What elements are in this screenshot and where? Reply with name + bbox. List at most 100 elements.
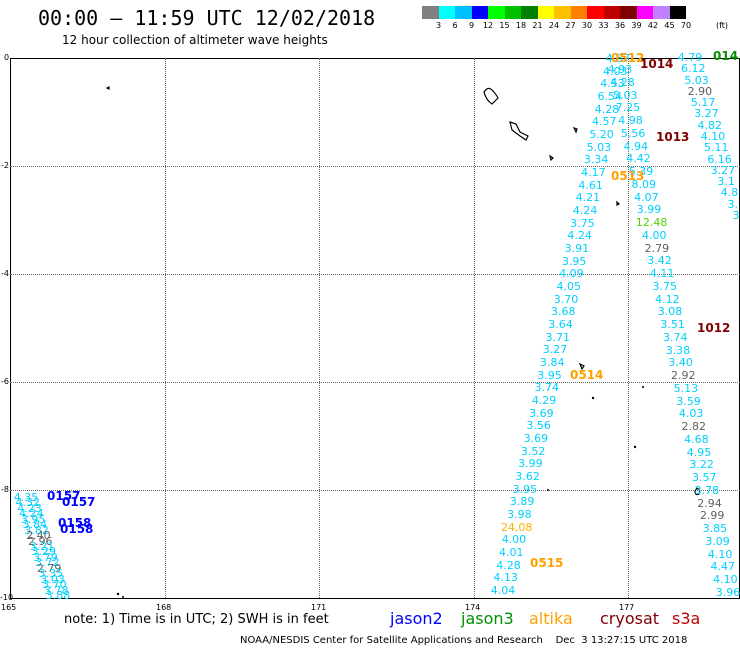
legend-swatch <box>587 6 604 19</box>
island-shape <box>105 86 110 90</box>
track-a-value: 4.28 <box>496 558 521 572</box>
track-b-value: 3.78 <box>694 483 720 497</box>
pass-time-label: 0514 <box>570 368 604 382</box>
track-a-value: 3.27 <box>542 343 568 357</box>
track-a-value: 4.13 <box>493 571 518 585</box>
track-c-value: 5.17 <box>690 96 716 110</box>
track-a-value: 4.21 <box>575 191 601 205</box>
legend-label: 70 <box>680 21 692 30</box>
legend-label: 24 <box>548 21 560 30</box>
track-a-value: 3.95 <box>512 482 538 496</box>
track-d-value: 2.40 <box>26 529 51 543</box>
legend-swatch <box>653 6 670 19</box>
track-b-value: 3.22 <box>689 458 714 472</box>
track-b-value: 5.13 <box>673 381 699 395</box>
pass-time-label: 0512 <box>611 51 645 65</box>
legend-swatch <box>603 6 620 19</box>
track-a-value: 3.34 <box>583 153 609 167</box>
legend-label: 3 <box>435 21 442 30</box>
track-d-value: 3.72 <box>35 556 60 570</box>
legend-swatch <box>422 6 439 19</box>
island-shape <box>572 126 578 134</box>
legend-swatch <box>455 6 472 19</box>
track-d-value: 3.29 <box>31 545 57 559</box>
track-b-value: 3.85 <box>702 522 728 536</box>
track-d-value: 3.03 <box>40 572 65 586</box>
track-b-value: 4.95 <box>686 445 712 459</box>
island-shape <box>694 487 701 496</box>
legend-swatch <box>620 6 637 19</box>
track-b-value: 5.56 <box>620 126 646 140</box>
track-c-value: 4.10 <box>700 130 726 143</box>
lat-label: -6 <box>1 377 9 386</box>
credit-line: NOAA/NESDIS Center for Satellite Applica… <box>240 635 688 646</box>
legend-swatch <box>537 6 554 19</box>
track-c-value: 3 <box>732 209 740 222</box>
track-b-value: 4.68 <box>684 432 709 446</box>
track-b-value: 3.59 <box>676 394 701 408</box>
track-a-value: 4.57 <box>592 115 617 129</box>
island-shape <box>616 200 621 206</box>
track-b-value: 3.57 <box>692 471 717 485</box>
track-a-value: 4.29 <box>531 394 557 407</box>
track-b-value: 3.75 <box>652 279 678 293</box>
legend-swatch <box>488 6 505 19</box>
track-a-value: 3.62 <box>515 470 540 483</box>
legend-label: 12 <box>482 21 494 30</box>
track-a-value: 4.05 <box>556 280 581 293</box>
legend-swatch <box>521 6 538 19</box>
track-b-value: 8.09 <box>631 177 656 191</box>
track-b-value: 4.93 <box>607 63 633 76</box>
track-a-value: 5.03 <box>586 140 612 154</box>
lat-label: -10 <box>0 593 14 602</box>
track-a-value: 4.37 <box>605 52 631 65</box>
track-d-value: 3.88 <box>45 589 71 602</box>
track-a-value: 4.24 <box>572 204 598 217</box>
track-a-value: 3.64 <box>548 318 573 331</box>
track-b-value: 7.25 <box>615 101 641 115</box>
legend-label: 9 <box>468 21 475 30</box>
grid-line-lat-2 <box>10 166 740 167</box>
legend-swatch <box>554 6 571 19</box>
sat-altika: altika <box>529 609 573 628</box>
legend-swatch <box>669 6 686 19</box>
track-b-value: 4.07 <box>634 190 659 204</box>
map-title: 00:00 – 11:59 UTC 12/02/2018 <box>38 6 376 30</box>
track-b-value: 4.10 <box>713 573 738 587</box>
lon-label: 177 <box>619 603 635 612</box>
pass-time-label: 014 <box>713 49 739 63</box>
track-a-value: 3.91 <box>564 242 590 255</box>
track-d-value: 4.35 <box>13 491 39 504</box>
track-a-value: 3.75 <box>570 216 595 230</box>
track-a-value: 6.54 <box>597 90 623 103</box>
lon-label: 168 <box>156 603 172 612</box>
track-b-value: 2.79 <box>644 241 670 255</box>
track-b-value: 4.94 <box>623 139 649 153</box>
track-b-value: 3.09 <box>705 534 730 548</box>
track-a-value: 3.84 <box>540 356 565 369</box>
pass-time-label: 0158 <box>60 522 94 536</box>
track-c-value: 2.90 <box>687 84 713 98</box>
track-a-value: 4.28 <box>594 102 620 116</box>
track-c-value: 6.12 <box>681 62 706 76</box>
track-b-value: 3.38 <box>665 343 691 357</box>
pass-time-label: 1013 <box>656 130 690 144</box>
map-frame-left <box>10 58 11 598</box>
track-a-value: 4.00 <box>501 533 527 547</box>
legend-swatches <box>422 6 686 19</box>
track-a-value: 4.53 <box>600 77 625 91</box>
legend-label: 36 <box>614 21 626 30</box>
legend-swatch <box>636 6 653 19</box>
track-a-value: 4.61 <box>578 178 603 192</box>
grid-line-lat-4 <box>10 274 740 275</box>
track-a-value: 4.24 <box>567 229 592 243</box>
pass-time-label: 1012 <box>697 321 731 335</box>
track-d-value: 3.82 <box>24 523 49 537</box>
island-shape <box>549 154 554 162</box>
track-b-value: 4.03 <box>678 407 704 421</box>
track-a-value: 3.89 <box>509 495 535 509</box>
pass-time-label: 0515 <box>530 556 564 570</box>
track-b-value: 2.92 <box>670 369 696 383</box>
track-b-value: 5.03 <box>613 88 638 102</box>
